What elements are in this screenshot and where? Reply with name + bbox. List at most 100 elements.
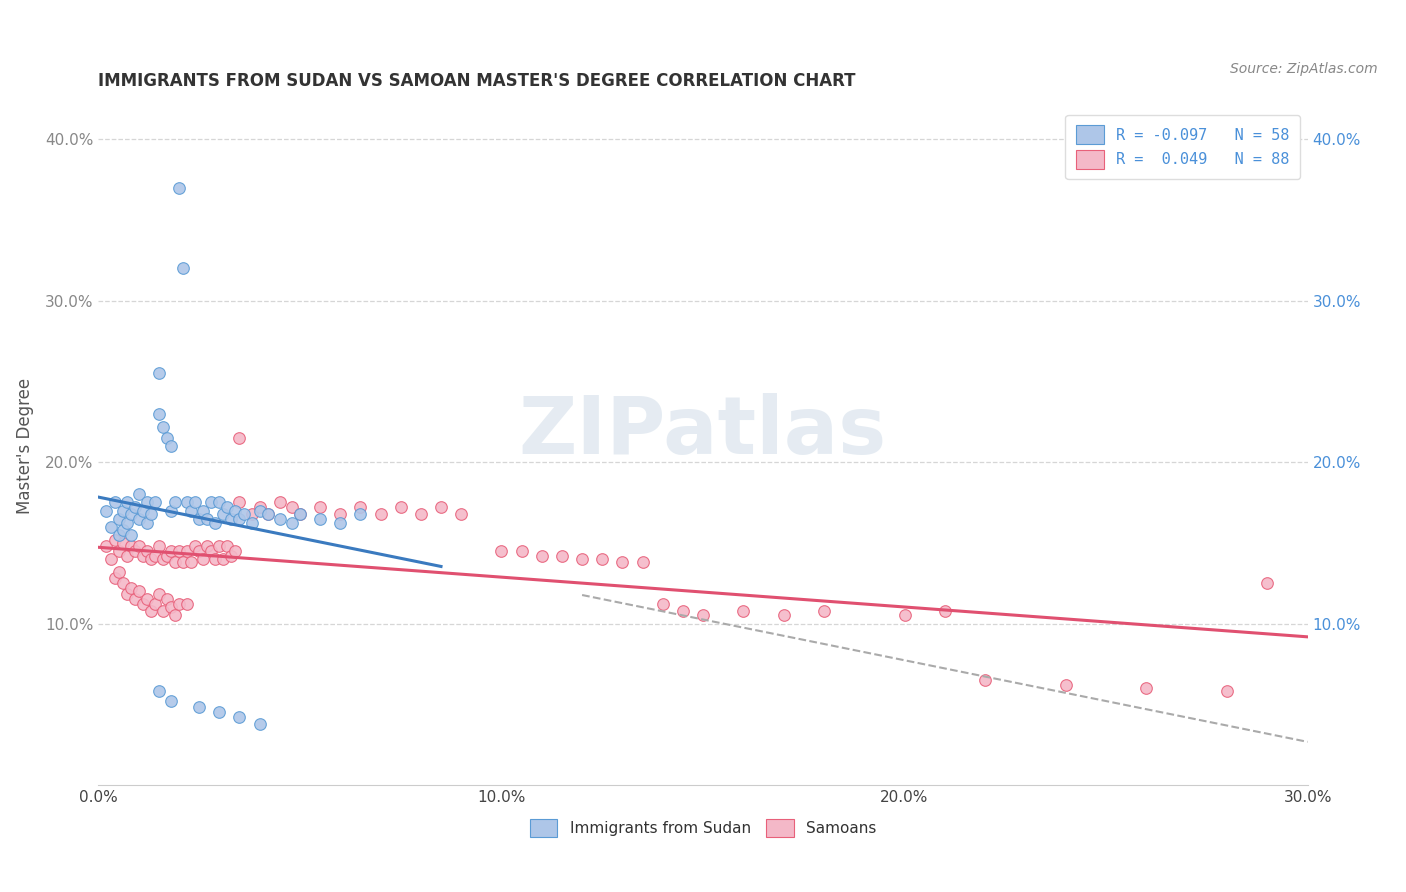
Point xyxy=(115,549,138,563)
Point xyxy=(135,592,157,607)
Point xyxy=(193,503,215,517)
Point xyxy=(184,539,207,553)
Point xyxy=(100,519,122,533)
Point xyxy=(249,500,271,515)
Point xyxy=(139,507,162,521)
Point xyxy=(224,503,246,517)
Point xyxy=(132,503,155,517)
Point xyxy=(612,555,634,569)
Point xyxy=(195,539,218,553)
Point xyxy=(156,431,179,445)
Point xyxy=(160,544,183,558)
Point xyxy=(1216,684,1239,698)
Point xyxy=(228,710,250,724)
Point xyxy=(115,587,138,601)
Point xyxy=(135,516,157,531)
Point xyxy=(188,700,211,714)
Point xyxy=(148,684,170,698)
Point xyxy=(934,604,956,618)
Point xyxy=(148,407,170,421)
Point xyxy=(200,544,222,558)
Point xyxy=(167,180,190,194)
Point xyxy=(195,511,218,525)
Point xyxy=(204,516,226,531)
Point xyxy=(204,552,226,566)
Point xyxy=(208,495,231,509)
Point xyxy=(228,495,250,509)
Point xyxy=(152,552,174,566)
Point xyxy=(120,539,142,553)
Point xyxy=(107,544,129,558)
Point xyxy=(143,495,166,509)
Point xyxy=(288,507,311,521)
Point xyxy=(309,500,332,515)
Point xyxy=(167,597,190,611)
Text: ZIPatlas: ZIPatlas xyxy=(519,393,887,472)
Point xyxy=(510,544,533,558)
Point xyxy=(163,495,186,509)
Point xyxy=(232,507,254,521)
Point xyxy=(221,549,243,563)
Point xyxy=(409,507,432,521)
Point xyxy=(128,584,150,599)
Point xyxy=(124,500,146,515)
Point xyxy=(221,511,243,525)
Point xyxy=(288,507,311,521)
Point xyxy=(176,495,198,509)
Point xyxy=(733,604,755,618)
Point xyxy=(180,555,202,569)
Point xyxy=(148,587,170,601)
Y-axis label: Master's Degree: Master's Degree xyxy=(15,378,34,514)
Point xyxy=(370,507,392,521)
Point xyxy=(389,500,412,515)
Point xyxy=(111,503,134,517)
Point xyxy=(672,604,695,618)
Point xyxy=(120,507,142,521)
Point xyxy=(120,528,142,542)
Point xyxy=(974,673,997,687)
Point xyxy=(349,500,371,515)
Point xyxy=(651,597,673,611)
Point xyxy=(217,500,239,515)
Point xyxy=(1135,681,1157,695)
Point xyxy=(107,511,129,525)
Point xyxy=(813,604,835,618)
Legend: Immigrants from Sudan, Samoans: Immigrants from Sudan, Samoans xyxy=(522,811,884,845)
Point xyxy=(551,549,574,563)
Point xyxy=(152,419,174,434)
Point xyxy=(128,487,150,501)
Point xyxy=(103,495,125,509)
Point xyxy=(172,555,194,569)
Point xyxy=(893,608,915,623)
Point xyxy=(115,495,138,509)
Point xyxy=(200,495,222,509)
Point xyxy=(692,608,714,623)
Point xyxy=(128,511,150,525)
Point xyxy=(224,544,246,558)
Point xyxy=(240,507,263,521)
Point xyxy=(115,516,138,531)
Point xyxy=(269,511,291,525)
Point xyxy=(184,495,207,509)
Point xyxy=(172,261,194,276)
Point xyxy=(148,539,170,553)
Point xyxy=(176,597,198,611)
Point xyxy=(96,503,118,517)
Point xyxy=(143,597,166,611)
Point xyxy=(309,511,332,525)
Point xyxy=(128,539,150,553)
Point xyxy=(180,503,202,517)
Point xyxy=(135,544,157,558)
Point xyxy=(212,507,235,521)
Text: Source: ZipAtlas.com: Source: ZipAtlas.com xyxy=(1230,62,1378,77)
Point xyxy=(212,552,235,566)
Point xyxy=(228,431,250,445)
Point xyxy=(156,592,179,607)
Point xyxy=(148,367,170,381)
Point xyxy=(269,495,291,509)
Point xyxy=(160,503,183,517)
Point xyxy=(152,604,174,618)
Point xyxy=(188,511,211,525)
Point xyxy=(132,549,155,563)
Point xyxy=(240,516,263,531)
